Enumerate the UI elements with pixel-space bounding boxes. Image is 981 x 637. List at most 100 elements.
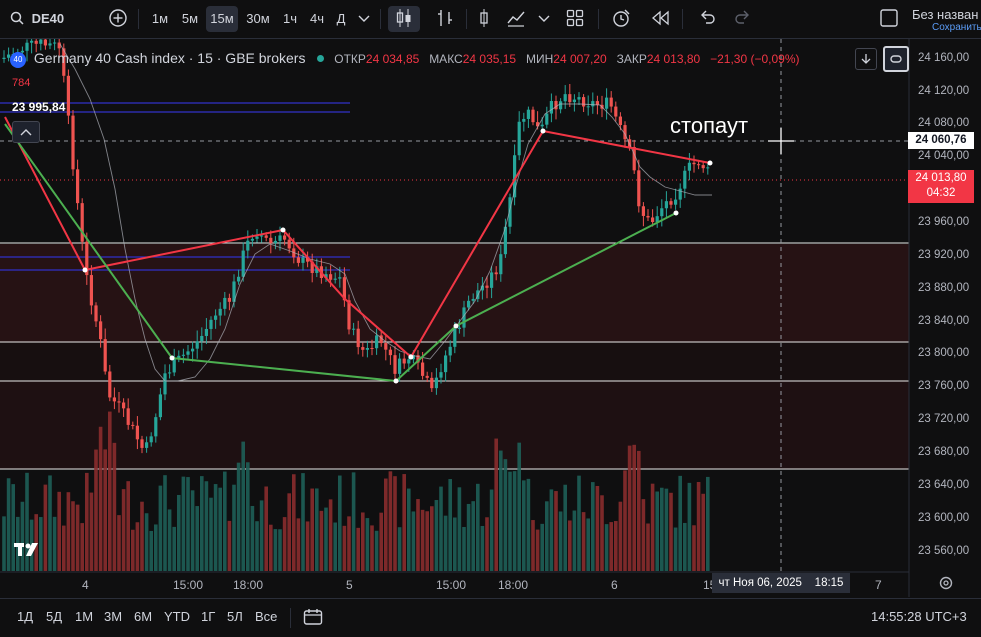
- volume-bar: [646, 523, 650, 571]
- interval-5m[interactable]: 5м: [181, 11, 199, 26]
- range-all[interactable]: Все: [255, 609, 278, 624]
- crosshair-time-tag: чт Ноя 06, 2025 18:15: [712, 573, 850, 593]
- candle-body: [283, 235, 287, 240]
- candle-body: [536, 122, 540, 127]
- redo-button[interactable]: [730, 6, 756, 32]
- volume-bar: [227, 520, 232, 571]
- axis-settings-button[interactable]: [936, 575, 956, 595]
- volume-bar: [94, 449, 98, 571]
- interval-30m[interactable]: 30м: [246, 11, 270, 26]
- candle-body: [637, 170, 641, 207]
- chart-annotation-text[interactable]: стопаут: [670, 113, 749, 138]
- undo-button[interactable]: [694, 6, 720, 32]
- zigzag-point: [540, 128, 546, 134]
- volume-bar: [379, 512, 383, 571]
- volume-bar: [425, 511, 429, 571]
- replay-button[interactable]: [646, 6, 674, 32]
- toolbar-divider: [598, 9, 599, 29]
- volume-bar: [319, 510, 324, 571]
- candle-body: [407, 359, 411, 364]
- range-ytd[interactable]: YTD: [164, 609, 190, 624]
- legend-high-value: 24 035,15: [462, 52, 517, 66]
- volume-bar: [361, 512, 365, 571]
- interval-15m[interactable]: 15м: [206, 6, 238, 32]
- volume-bar: [195, 506, 199, 571]
- volume-bar: [338, 475, 342, 571]
- candle-body: [103, 339, 107, 372]
- legend-collapse-button[interactable]: [855, 48, 877, 70]
- zigzag-point: [673, 210, 679, 216]
- indicators-dropdown[interactable]: [534, 6, 554, 32]
- range-1y[interactable]: 1Г: [201, 609, 216, 624]
- indicators-fx-button[interactable]: [502, 6, 530, 32]
- volume-bar: [43, 484, 48, 571]
- candle-body: [168, 372, 172, 374]
- range-6m[interactable]: 6М: [134, 609, 153, 624]
- time-label: 5: [346, 578, 353, 592]
- candle-body: [89, 275, 93, 306]
- volume-bar: [554, 491, 558, 571]
- chart-type-candles-button[interactable]: [388, 6, 420, 32]
- chart-style-button[interactable]: [474, 6, 494, 32]
- candle-body: [66, 75, 70, 116]
- price-label: 24 080,00: [918, 117, 970, 129]
- symbol-search[interactable]: DE40: [6, 6, 72, 32]
- zigzag-points: [82, 128, 713, 384]
- volume-bar: [664, 488, 669, 571]
- rewind-icon: [652, 10, 669, 26]
- candle-body: [687, 162, 691, 171]
- volume-bar: [439, 486, 443, 571]
- layout-checkbox[interactable]: [876, 6, 902, 32]
- candle-body: [250, 238, 254, 241]
- candle-body: [39, 39, 43, 44]
- volume-bar: [259, 500, 264, 571]
- candle-body: [48, 43, 52, 46]
- volume-bar: [393, 476, 397, 571]
- candle-body: [329, 274, 333, 280]
- zigzag-point: [82, 267, 88, 273]
- chart-pane[interactable]: [0, 39, 981, 597]
- clock-timezone[interactable]: 14:55:28 UTC+3: [871, 609, 967, 624]
- candle-body: [706, 167, 710, 169]
- zigzag-point: [393, 378, 399, 384]
- chevron-up-icon: [20, 129, 32, 136]
- interval-4h[interactable]: 4ч: [309, 11, 324, 26]
- layout-name-block[interactable]: Без назван Сохранить: [912, 7, 981, 34]
- candle-body: [20, 50, 24, 53]
- indicators-button[interactable]: [432, 6, 458, 32]
- range-3m[interactable]: 3М: [104, 609, 123, 624]
- candle-body: [618, 116, 622, 126]
- volume-bar: [34, 514, 38, 571]
- candle-body: [490, 272, 494, 288]
- candle-body: [531, 109, 535, 123]
- date-range-button[interactable]: [303, 608, 323, 629]
- volume-bar: [370, 525, 374, 571]
- volume-bar: [209, 497, 213, 571]
- legend-settings-button[interactable]: [883, 46, 909, 72]
- cycle-icon: [890, 55, 902, 63]
- alert-button[interactable]: [606, 6, 636, 32]
- interval-day[interactable]: Д: [336, 11, 346, 26]
- compare-button[interactable]: [104, 6, 132, 32]
- candle-body: [361, 347, 365, 350]
- volume-bar: [126, 481, 130, 571]
- interval-dropdown[interactable]: [354, 6, 374, 32]
- zone-band-lower: [0, 381, 909, 469]
- range-1m[interactable]: 1М: [75, 609, 94, 624]
- candle-body: [260, 235, 264, 237]
- price-label: 24 160,00: [918, 52, 970, 64]
- volume-bar: [609, 522, 613, 571]
- templates-button[interactable]: [562, 6, 588, 32]
- volume-bar: [149, 530, 153, 571]
- candle-body: [526, 109, 530, 119]
- volume-bar: [443, 515, 448, 571]
- candle-body: [347, 300, 351, 330]
- range-1d[interactable]: 1Д: [17, 609, 34, 624]
- interval-1h[interactable]: 1ч: [282, 11, 297, 26]
- range-5d[interactable]: 5Д: [46, 609, 63, 624]
- candlestick-chart[interactable]: [0, 39, 981, 597]
- candle-body: [306, 257, 310, 262]
- interval-1m[interactable]: 1м: [151, 11, 169, 26]
- range-5y[interactable]: 5Л: [227, 609, 243, 624]
- collapse-indicators-button[interactable]: [12, 121, 40, 143]
